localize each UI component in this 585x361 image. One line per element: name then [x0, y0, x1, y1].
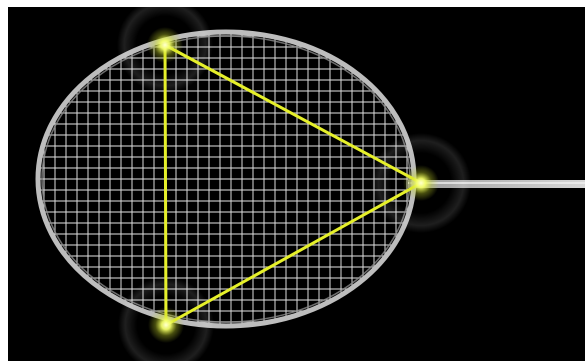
bottom-node-glow — [148, 307, 184, 343]
racket-illustration — [35, 7, 585, 361]
sweet-spot-triangle — [163, 43, 423, 327]
racket-shaft-highlight — [408, 182, 585, 184]
top-node-glow — [147, 27, 183, 63]
right-node-glow — [403, 165, 439, 201]
racket-photo — [8, 7, 585, 361]
